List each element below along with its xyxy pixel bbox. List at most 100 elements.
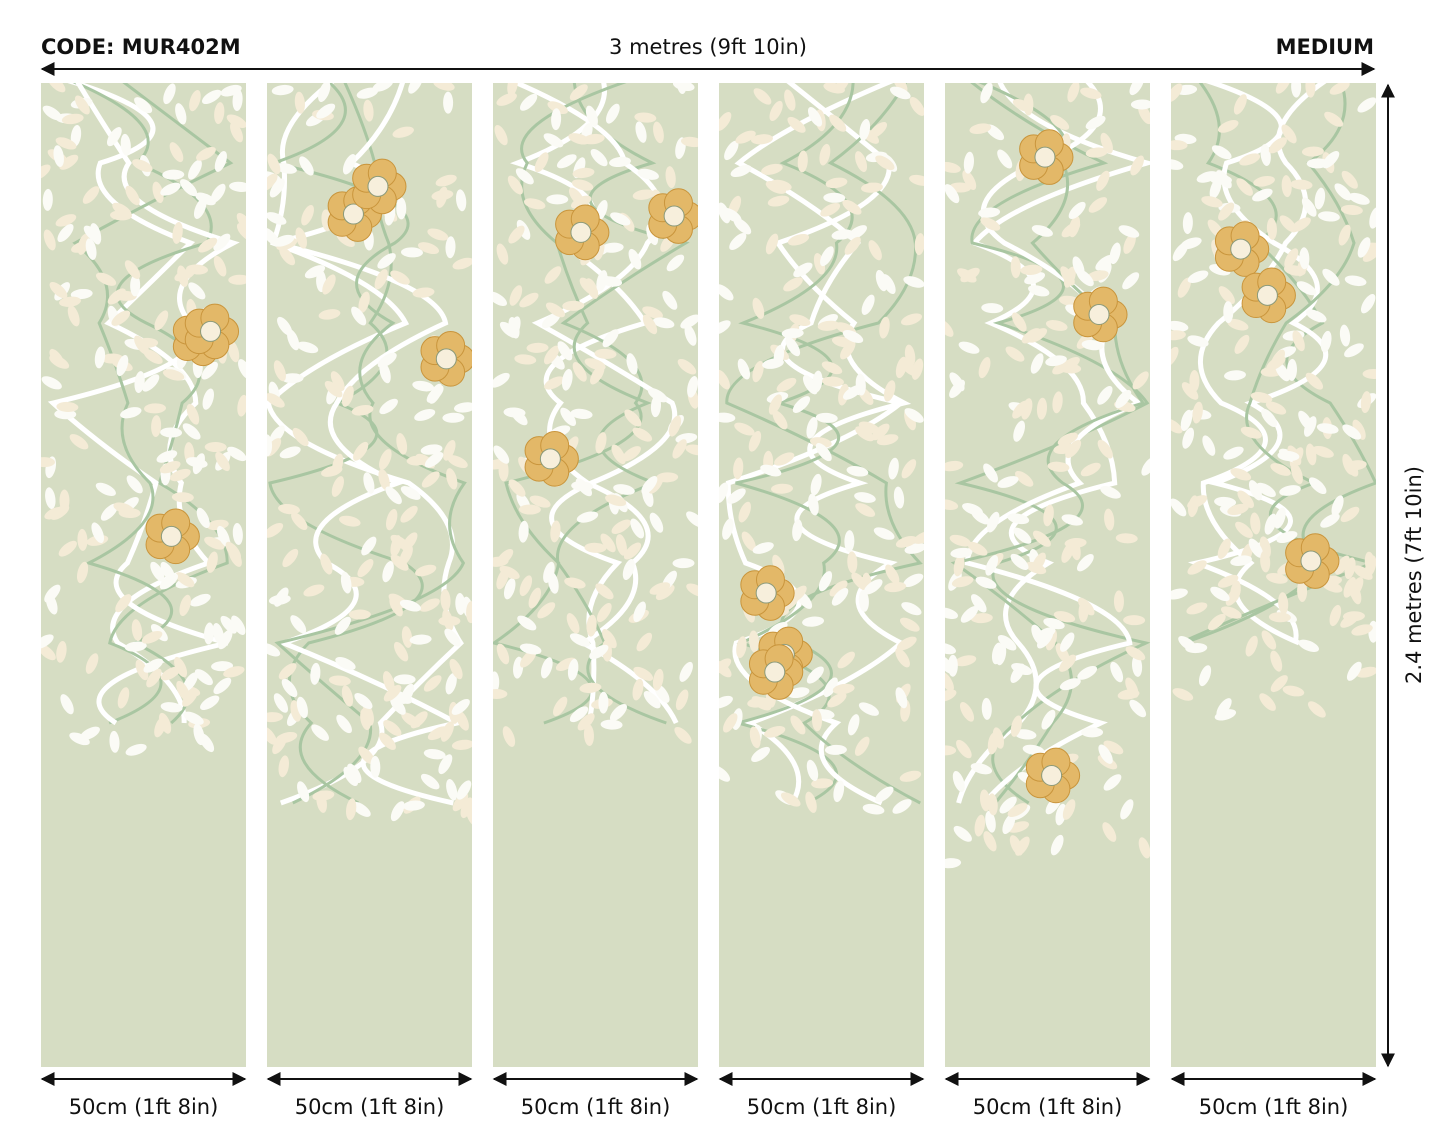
leaf — [752, 297, 765, 319]
leaf — [1279, 485, 1301, 496]
leaf — [1088, 197, 1108, 213]
leaf — [827, 692, 847, 708]
leaf — [719, 284, 734, 301]
leaf — [579, 682, 602, 693]
leaf — [60, 694, 74, 715]
leaf — [297, 781, 310, 803]
leaf — [438, 616, 461, 627]
leaf — [888, 457, 899, 480]
leaf — [1227, 503, 1249, 516]
leaf — [213, 233, 231, 251]
panel-width-label: 50cm (1ft 8in) — [747, 1095, 897, 1119]
leaf — [399, 599, 421, 612]
leaf — [460, 797, 472, 819]
leaf — [609, 156, 631, 168]
leaf — [760, 464, 782, 477]
leaf — [1209, 177, 1222, 200]
leaf — [677, 358, 697, 375]
leaf — [1233, 94, 1247, 115]
leaf — [686, 511, 698, 528]
leaf — [628, 248, 642, 270]
leaf — [144, 403, 166, 414]
leaf — [156, 450, 178, 463]
leaf — [1329, 83, 1350, 95]
leaf — [318, 309, 341, 320]
leaf — [79, 726, 100, 741]
leaf — [1131, 654, 1143, 677]
leaf — [324, 380, 343, 398]
leaf — [911, 358, 924, 380]
leaf — [855, 151, 868, 173]
leaf — [510, 408, 528, 426]
leaf — [69, 732, 90, 746]
leaf — [1021, 398, 1033, 420]
leaf — [783, 277, 803, 292]
leaf — [61, 113, 84, 125]
leaf — [496, 92, 517, 106]
leaf — [1171, 418, 1183, 434]
leaf — [134, 335, 149, 355]
leaf — [295, 227, 307, 249]
leaf — [1342, 611, 1365, 622]
leaf — [772, 410, 788, 430]
leaf — [393, 641, 409, 662]
leaf — [443, 439, 456, 461]
leaf — [600, 719, 623, 730]
leaf — [863, 579, 883, 595]
leaf — [442, 412, 465, 423]
leaf — [1277, 450, 1300, 462]
leaf — [427, 228, 449, 241]
leaf — [41, 376, 62, 390]
leaf — [844, 236, 861, 255]
leaf — [271, 84, 294, 96]
leaf — [206, 551, 218, 573]
leaf — [1113, 590, 1124, 613]
leaf — [1223, 446, 1244, 460]
leaf — [1308, 477, 1327, 495]
leaf — [1171, 588, 1188, 600]
leaf — [569, 706, 589, 723]
leaf — [401, 626, 413, 648]
leaf — [945, 162, 961, 173]
leaf — [802, 616, 825, 627]
leaf — [741, 531, 756, 552]
leaf — [1057, 432, 1079, 446]
leaf — [945, 745, 957, 756]
leaf — [633, 601, 646, 623]
leaf — [847, 225, 868, 240]
leaf — [684, 324, 697, 346]
flower-center — [539, 448, 561, 470]
leaf — [85, 238, 97, 260]
leaf — [719, 369, 730, 390]
leaf — [218, 629, 233, 650]
leaf — [172, 222, 183, 244]
leaf — [294, 91, 305, 114]
leaf — [1266, 217, 1277, 240]
leaf — [175, 572, 195, 588]
leaf — [189, 90, 201, 112]
size-label: MEDIUM — [1276, 35, 1374, 59]
leaf — [1211, 145, 1232, 160]
leaf — [562, 300, 585, 311]
leaf — [635, 121, 647, 143]
leaf — [600, 533, 616, 553]
leaf — [279, 446, 301, 459]
leaf — [213, 255, 227, 277]
leaf — [1059, 678, 1081, 691]
leaf — [1261, 630, 1277, 650]
leaf — [499, 321, 518, 338]
leaf — [440, 721, 454, 742]
leaf — [186, 403, 200, 425]
leaf — [1171, 159, 1184, 170]
leaf — [819, 143, 831, 166]
flower-center — [342, 203, 364, 225]
leaf — [183, 711, 204, 725]
flower-center — [570, 221, 592, 243]
leaf — [1187, 495, 1199, 518]
leaf — [215, 451, 230, 472]
leaf — [679, 661, 693, 682]
leaf — [174, 268, 196, 282]
leaf — [595, 432, 607, 454]
leaf — [445, 236, 456, 259]
leaf — [752, 360, 764, 383]
